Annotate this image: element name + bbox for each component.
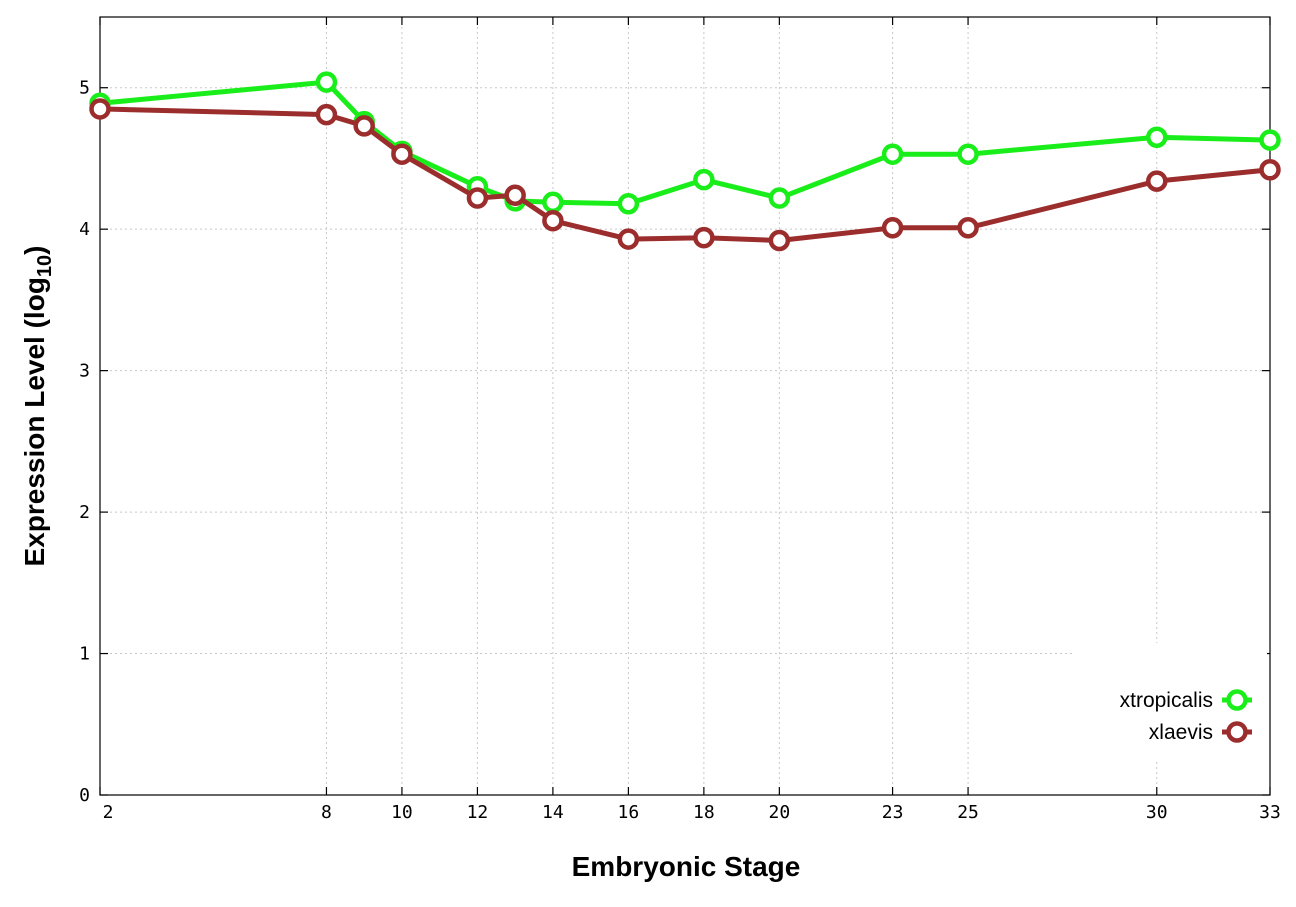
y-tick-label: 2 [79, 502, 90, 523]
data-point-xtropicalis [315, 71, 338, 93]
y-axis-title: Expression Level (log10) [19, 246, 56, 567]
y-axis-title-close: ) [19, 246, 50, 255]
y-axis-title-main: Expression Level (log [19, 277, 50, 566]
data-point-xtropicalis [1146, 126, 1168, 148]
data-point-xlaevis [504, 184, 526, 206]
data-point-xlaevis [391, 143, 413, 165]
data-point-xtropicalis [768, 187, 791, 209]
legend: xtropicalis xlaevis [1072, 643, 1267, 759]
data-point-xlaevis [353, 115, 375, 137]
x-tick-label: 8 [321, 802, 332, 823]
data-point-xlaevis [768, 229, 791, 252]
data-point-xlaevis [881, 217, 904, 239]
series-line-xtropicalis [99, 79, 1271, 207]
legend-swatch-marker-xtropicalis [1226, 689, 1248, 711]
y-tick-label: 0 [79, 785, 90, 806]
x-tick-label: 12 [467, 802, 489, 823]
y-axis-title-subscript: 10 [34, 255, 56, 277]
data-point-xtropicalis [957, 143, 979, 165]
data-point-xlaevis [466, 187, 489, 209]
y-tick-label: 4 [79, 219, 90, 240]
x-tick-label: 30 [1146, 802, 1168, 823]
x-tick-label: 25 [957, 802, 979, 823]
data-point-xtropicalis [881, 143, 904, 165]
data-point-xtropicalis [693, 168, 715, 191]
series-xtropicalis [89, 71, 1281, 215]
x-tick-label: 23 [882, 802, 904, 823]
legend-label-xlaevis: xlaevis [1149, 721, 1213, 744]
x-tick-label: 14 [542, 802, 564, 823]
y-tick-label: 3 [79, 361, 90, 382]
data-point-xlaevis [542, 209, 564, 232]
data-point-xtropicalis [542, 191, 564, 214]
legend-label-xtropicalis: xtropicalis [1120, 689, 1213, 712]
data-point-xlaevis [315, 103, 338, 126]
x-tick-label: 33 [1259, 802, 1281, 823]
data-point-xtropicalis [1259, 129, 1281, 151]
y-tick-label: 1 [79, 644, 90, 665]
series-xlaevis [89, 98, 1281, 252]
x-tick-label: 16 [618, 802, 640, 823]
data-point-xlaevis [1146, 170, 1168, 192]
data-series [89, 71, 1281, 252]
data-point-xlaevis [1259, 159, 1281, 181]
x-axis-title: Embryonic Stage [572, 851, 801, 882]
data-point-xlaevis [617, 228, 640, 250]
legend-swatch-marker-xlaevis [1226, 721, 1248, 743]
x-tick-label: 10 [391, 802, 413, 823]
x-tick-label: 20 [769, 802, 791, 823]
series-line-xlaevis [99, 106, 1271, 243]
y-tick-label: 5 [79, 78, 90, 99]
x-tick-label: 2 [103, 802, 114, 823]
plot-frame [99, 16, 1271, 796]
x-tick-label: 18 [693, 802, 715, 823]
data-point-xlaevis [957, 217, 979, 239]
data-point-xlaevis [89, 98, 111, 120]
data-point-xlaevis [693, 226, 715, 249]
data-point-xtropicalis [617, 192, 640, 215]
